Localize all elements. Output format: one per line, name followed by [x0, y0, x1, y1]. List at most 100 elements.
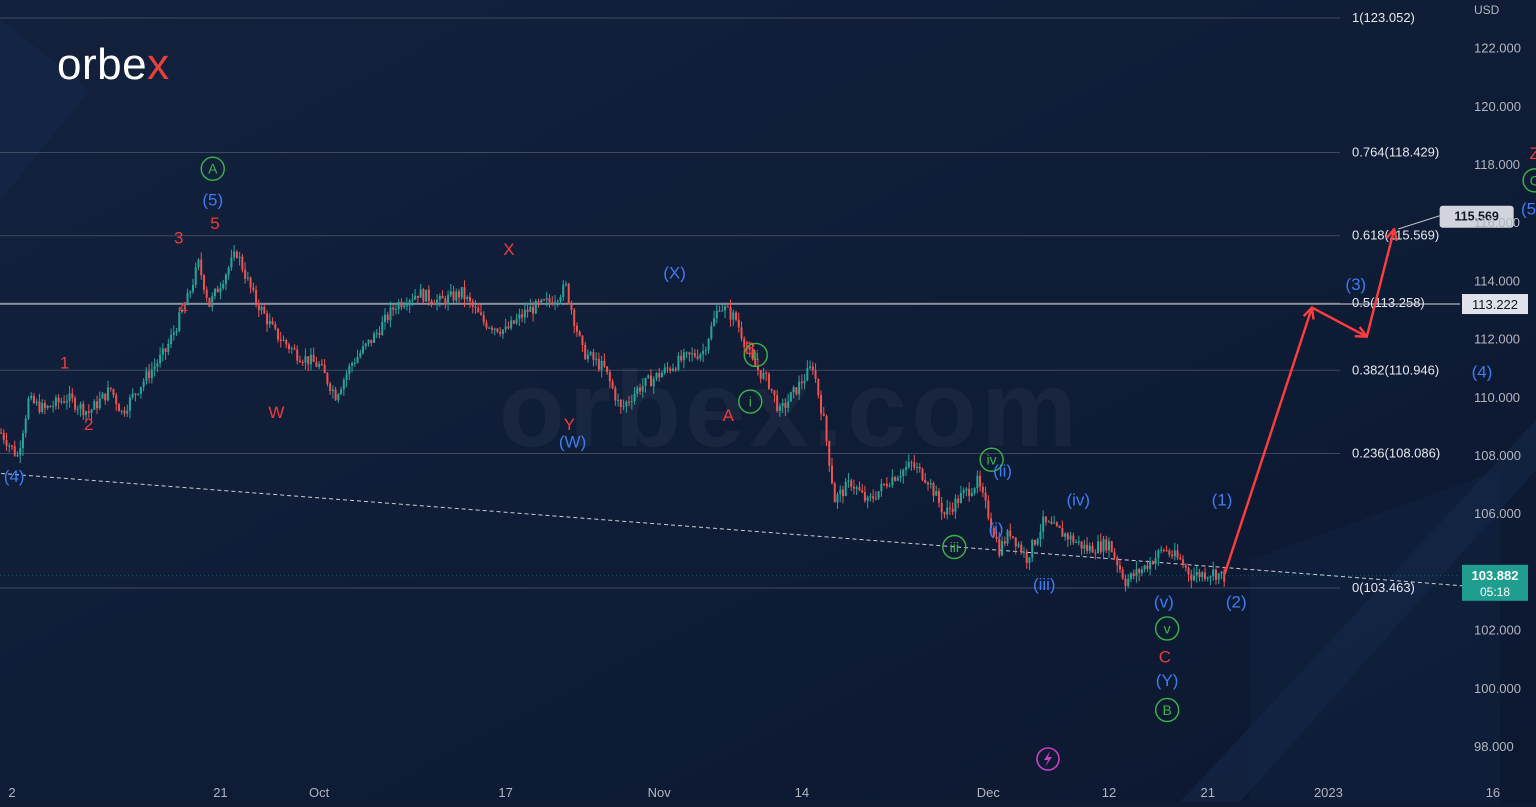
wave-label-1: 1: [60, 354, 69, 373]
candle-body: [1127, 579, 1130, 587]
candle-body: [1149, 561, 1152, 569]
candle-body: [858, 487, 861, 491]
candle-body: [493, 328, 496, 330]
candle-body: [617, 399, 620, 401]
candle-body: [246, 277, 249, 279]
x-tick-label: Dec: [977, 785, 1001, 800]
candle-body: [1006, 530, 1009, 544]
y-tick-label: 108.000: [1474, 448, 1521, 463]
candle-body: [581, 335, 584, 346]
candle-body: [320, 364, 323, 366]
wave-label-Y: Y: [564, 415, 575, 434]
candle-body: [1075, 541, 1078, 543]
candle-body: [43, 402, 46, 409]
candle-body: [545, 298, 548, 301]
candle-body: [230, 257, 233, 268]
candle-body: [117, 404, 120, 412]
wave-label-text: A: [208, 161, 218, 177]
candle-body: [123, 410, 126, 414]
candle-body: [1012, 536, 1015, 538]
candle-body: [164, 348, 167, 353]
candle-body: [1143, 565, 1146, 570]
y-tick-label: 110.000: [1474, 390, 1520, 405]
candle-body: [685, 352, 688, 354]
candle-body: [356, 356, 359, 363]
wave-label-text: (5): [202, 191, 223, 210]
candle-body: [301, 362, 304, 364]
projection-arrows[interactable]: [1223, 227, 1398, 576]
fib-label: 0.764(118.429): [1352, 145, 1439, 160]
candle-body: [721, 310, 724, 312]
candle-body: [433, 303, 436, 305]
candle-body: [49, 405, 52, 408]
trendline-line[interactable]: [0, 472, 1515, 591]
candle-body: [389, 307, 392, 321]
candle-body: [883, 483, 886, 485]
candle-body: [929, 482, 932, 485]
candle-body: [523, 309, 526, 318]
projection-path[interactable]: [1223, 228, 1396, 576]
fib-label: 0.382(110.946): [1352, 362, 1439, 377]
candle-body: [134, 393, 137, 395]
candle-body: [589, 352, 592, 355]
wave-label-v: (v): [1154, 592, 1174, 611]
candle-body: [1088, 545, 1091, 551]
candle-body: [153, 366, 156, 370]
candle-body: [1069, 535, 1072, 540]
last-price-tag: [1462, 564, 1528, 601]
x-tick-label: 21: [213, 785, 227, 800]
candle-body: [718, 310, 721, 312]
candle-body: [285, 339, 288, 345]
candle-body: [244, 269, 247, 279]
x-tick-label: Nov: [648, 785, 672, 800]
candle-body: [759, 370, 762, 379]
time-axis[interactable]: 2 21 Oct 17 Nov 14 Dec 12 21 2023 16: [8, 785, 1500, 800]
candle-body: [192, 284, 195, 292]
candle-body: [90, 409, 93, 413]
wave-label-text: 4: [178, 298, 187, 317]
candle-body: [98, 398, 101, 409]
candle-body: [1176, 550, 1179, 558]
candle-body: [137, 393, 140, 395]
lightning-event-icon[interactable]: [1036, 747, 1060, 771]
candle-body: [735, 312, 738, 320]
candle-body: [628, 401, 631, 403]
candle-body: [386, 314, 389, 321]
candle-body: [1047, 521, 1050, 523]
candle-body: [260, 306, 263, 311]
candle-body: [1001, 541, 1004, 556]
candle-body: [271, 320, 274, 325]
fib-label: 0.5(113.258): [1352, 295, 1425, 310]
candle-body: [1140, 569, 1143, 574]
candle-body: [1160, 549, 1163, 551]
candle-body: [381, 322, 384, 336]
candle-body: [383, 314, 386, 323]
candle-body: [943, 512, 946, 515]
candle-body: [76, 408, 79, 410]
candle-body: [1058, 525, 1061, 528]
wave-label-text: C: [1159, 648, 1171, 667]
trendline[interactable]: [0, 472, 1515, 591]
candle-body: [682, 352, 685, 361]
candle-body: [93, 401, 96, 410]
candle-body: [403, 305, 406, 308]
candle-body: [1121, 569, 1124, 579]
candle-body: [430, 300, 433, 304]
wave-label-text: W: [268, 403, 284, 422]
y-tick-label: 120.000: [1474, 99, 1521, 114]
x-tick-label: 17: [498, 785, 512, 800]
candle-body: [844, 481, 847, 497]
candle-body: [781, 403, 784, 407]
candle-body: [1116, 557, 1119, 566]
candle-body: [460, 287, 463, 298]
candle-body: [896, 477, 899, 481]
candle-body: [611, 381, 614, 389]
candle-body: [87, 411, 90, 413]
candle-body: [537, 300, 540, 303]
candle-body: [724, 306, 727, 311]
candle-body: [172, 332, 175, 335]
candle-body: [211, 296, 214, 307]
candle-body: [52, 406, 55, 408]
